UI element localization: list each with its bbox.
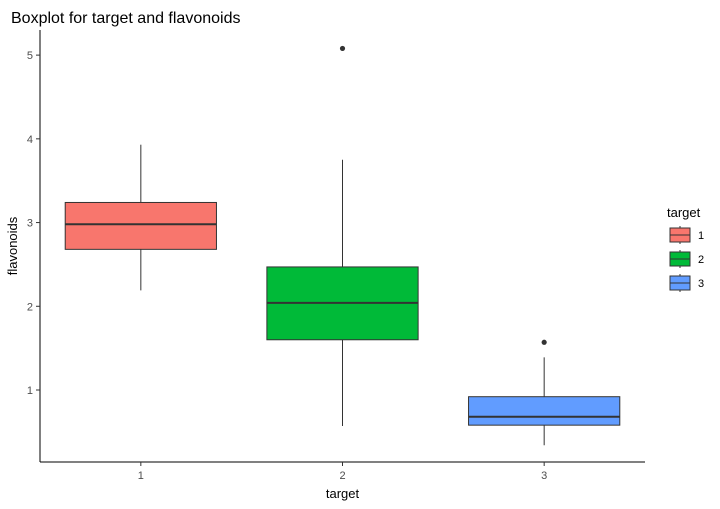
legend-title: target	[667, 205, 701, 220]
outlier-point	[339, 45, 346, 52]
y-axis-title: flavonoids	[5, 216, 20, 275]
y-tick-label: 2	[27, 301, 33, 313]
x-axis-title: target	[326, 486, 360, 501]
x-tick-label: 2	[339, 470, 345, 482]
y-tick-label: 1	[27, 385, 33, 397]
y-tick-label: 4	[27, 134, 33, 146]
legend-key-1: 1	[669, 226, 704, 244]
box-iqr	[64, 201, 217, 250]
y-tick-label: 5	[27, 50, 33, 62]
box-group-3	[468, 339, 621, 446]
legend: target 1 2 3	[667, 205, 704, 292]
axes: 1 2 3 4 5 1 2 3	[27, 30, 645, 482]
legend-label: 2	[698, 254, 704, 266]
outlier-point	[541, 339, 547, 345]
chart-title: Boxplot for target and flavonoids	[11, 10, 240, 27]
legend-key-2: 2	[669, 250, 704, 268]
box-iqr	[468, 396, 621, 426]
plot-area	[64, 45, 621, 446]
legend-label: 1	[698, 230, 704, 242]
legend-key-3: 3	[669, 274, 704, 292]
legend-label: 3	[698, 278, 704, 290]
x-tick-label: 3	[541, 470, 547, 482]
y-tick-label: 3	[27, 218, 33, 230]
box-group-2	[266, 45, 419, 426]
box-group-1	[64, 144, 217, 291]
x-tick-label: 1	[138, 470, 144, 482]
